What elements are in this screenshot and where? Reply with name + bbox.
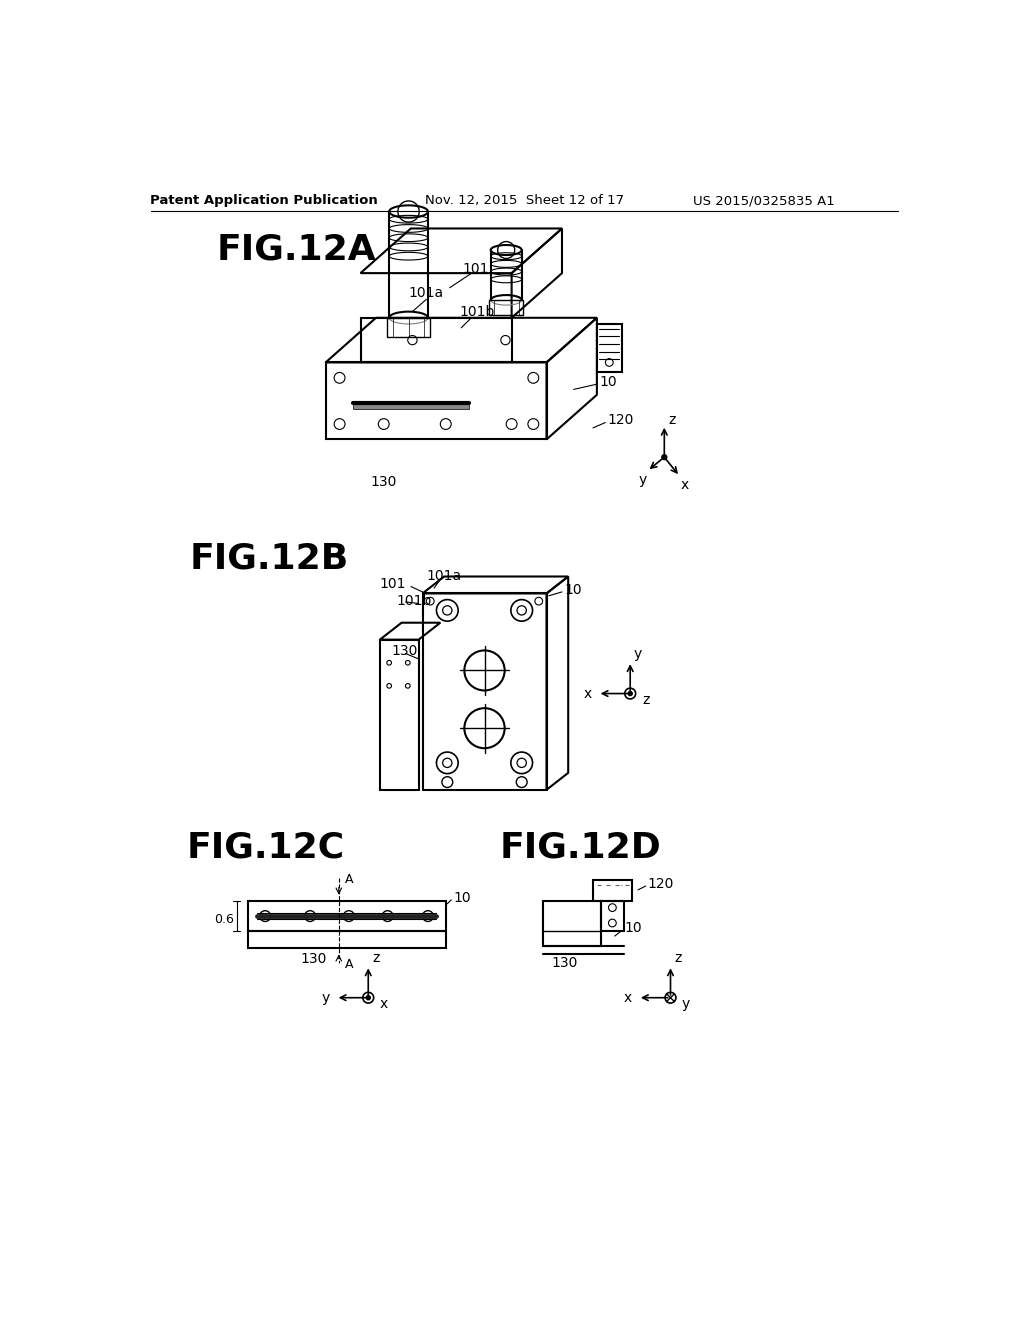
Text: y: y <box>322 991 330 1005</box>
Text: z: z <box>669 413 676 428</box>
Text: 101a: 101a <box>427 569 462 582</box>
Text: y: y <box>639 474 647 487</box>
Circle shape <box>367 995 371 999</box>
Text: 130: 130 <box>551 956 578 970</box>
Text: 101a: 101a <box>409 286 444 300</box>
Text: 120: 120 <box>607 413 633 428</box>
Text: US 2015/0325835 A1: US 2015/0325835 A1 <box>692 194 835 207</box>
Circle shape <box>662 455 667 459</box>
Text: 101: 101 <box>462 261 488 276</box>
Text: A: A <box>345 874 353 887</box>
Text: 10: 10 <box>624 921 642 936</box>
Text: FIG.12C: FIG.12C <box>186 830 344 865</box>
Text: 101: 101 <box>379 577 406 591</box>
Text: z: z <box>642 693 649 706</box>
Text: 130: 130 <box>371 475 397 488</box>
Text: FIG.12B: FIG.12B <box>190 541 349 576</box>
Text: 130: 130 <box>391 644 418 659</box>
Text: x: x <box>584 686 592 701</box>
Text: 130: 130 <box>301 952 328 966</box>
Text: z: z <box>675 950 682 965</box>
Text: 0.6: 0.6 <box>214 912 234 925</box>
Text: A: A <box>345 958 353 972</box>
Text: x: x <box>680 478 688 492</box>
Text: z: z <box>373 950 380 965</box>
Text: FIG.12A: FIG.12A <box>217 232 377 267</box>
Polygon shape <box>352 404 469 409</box>
Circle shape <box>629 692 632 696</box>
Text: Nov. 12, 2015  Sheet 12 of 17: Nov. 12, 2015 Sheet 12 of 17 <box>425 194 625 207</box>
Text: x: x <box>624 991 632 1005</box>
Text: 10: 10 <box>454 891 471 904</box>
Text: 120: 120 <box>647 876 674 891</box>
Text: Patent Application Publication: Patent Application Publication <box>150 194 378 207</box>
Text: 101b: 101b <box>396 594 431 609</box>
Text: x: x <box>380 997 388 1011</box>
Text: y: y <box>634 647 642 660</box>
Text: y: y <box>682 997 690 1011</box>
Text: 101b: 101b <box>459 305 495 319</box>
Text: FIG.12D: FIG.12D <box>500 830 662 865</box>
Text: 10: 10 <box>599 375 616 388</box>
Text: 10: 10 <box>564 582 582 597</box>
